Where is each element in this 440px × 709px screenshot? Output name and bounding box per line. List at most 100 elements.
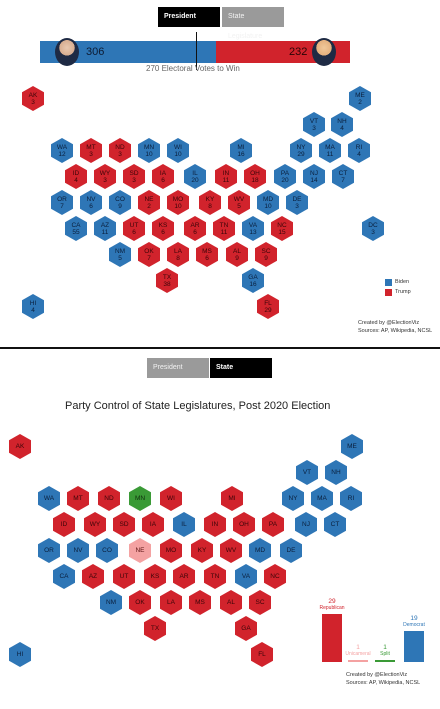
president-hex-de[interactable]: DE 3 [286,190,308,215]
president-hex-in[interactable]: IN 11 [215,164,237,189]
president-hex-nj[interactable]: NJ 14 [303,164,325,189]
president-hex-nh[interactable]: NH 4 [331,112,353,137]
tab-president[interactable]: President [158,7,220,27]
president-hex-mi[interactable]: MI 16 [230,138,252,163]
legislature-hex-wy[interactable]: WY [84,512,106,537]
legislature-hex-az[interactable]: AZ [82,564,104,589]
legislature-hex-la[interactable]: LA [160,590,182,615]
president-hex-or[interactable]: OR 7 [51,190,73,215]
president-hex-ok[interactable]: OK 7 [138,242,160,267]
president-hex-ms[interactable]: MS 6 [196,242,218,267]
legislature-hex-ny[interactable]: NY [282,486,304,511]
president-hex-nm[interactable]: NM 5 [109,242,131,267]
president-hex-ks[interactable]: KS 6 [152,216,174,241]
president-hex-md[interactable]: MD 10 [257,190,279,215]
legislature-hex-sd[interactable]: SD [113,512,135,537]
legislature-hex-mo[interactable]: MO [160,538,182,563]
president-hex-mt[interactable]: MT 3 [80,138,102,163]
president-hex-ut[interactable]: UT 6 [123,216,145,241]
president-hex-ct[interactable]: CT 7 [332,164,354,189]
president-hex-il[interactable]: IL 20 [184,164,206,189]
president-hex-ca[interactable]: CA 55 [65,216,87,241]
legislature-hex-md[interactable]: MD [249,538,271,563]
legislature-hex-nd[interactable]: ND [98,486,120,511]
legislature-hex-nh[interactable]: NH [325,460,347,485]
president-hex-ny[interactable]: NY 29 [290,138,312,163]
legislature-hex-ms[interactable]: MS [189,590,211,615]
legislature-hex-me[interactable]: ME [341,434,363,459]
legislature-hex-or[interactable]: OR [38,538,60,563]
president-hex-sc[interactable]: SC 9 [255,242,277,267]
legislature-hex-il[interactable]: IL [173,512,195,537]
legislature-hex-ca[interactable]: CA [53,564,75,589]
president-hex-nv[interactable]: NV 6 [80,190,102,215]
president-hex-ma[interactable]: MA 11 [319,138,341,163]
president-hex-wi[interactable]: WI 10 [167,138,189,163]
president-hex-ia[interactable]: IA 6 [152,164,174,189]
legislature-hex-ut[interactable]: UT [113,564,135,589]
legislature-hex-va[interactable]: VA [235,564,257,589]
president-hex-dc[interactable]: DC 3 [362,216,384,241]
legislature-hex-ok[interactable]: OK [129,590,151,615]
president-hex-ar[interactable]: AR 6 [184,216,206,241]
tab-state-legislature[interactable]: State Legislature [222,7,284,40]
president-hex-ri[interactable]: RI 4 [348,138,370,163]
legislature-hex-mn[interactable]: MN [129,486,151,511]
legislature-hex-tn[interactable]: TN [204,564,226,589]
president-hex-co[interactable]: CO 9 [109,190,131,215]
legislature-hex-ia[interactable]: IA [142,512,164,537]
president-hex-sd[interactable]: SD 3 [123,164,145,189]
legislature-hex-wi[interactable]: WI [160,486,182,511]
president-hex-la[interactable]: LA 8 [167,242,189,267]
president-hex-wa[interactable]: WA 12 [51,138,73,163]
legislature-hex-ar[interactable]: AR [173,564,195,589]
president-hex-az[interactable]: AZ 11 [94,216,116,241]
president-hex-me[interactable]: ME 2 [349,86,371,111]
tab-state-legislature-2[interactable]: State Legislature [210,358,272,391]
legislature-hex-vt[interactable]: VT [296,460,318,485]
president-hex-al[interactable]: AL 9 [226,242,248,267]
president-hex-id[interactable]: ID 4 [65,164,87,189]
president-hex-ne[interactable]: NE 2 [138,190,160,215]
president-hex-mn[interactable]: MN 10 [138,138,160,163]
legislature-hex-ne[interactable]: NE [129,538,151,563]
legislature-hex-wa[interactable]: WA [38,486,60,511]
legislature-hex-nj[interactable]: NJ [295,512,317,537]
legislature-hex-ma[interactable]: MA [311,486,333,511]
legislature-hex-tx[interactable]: TX [144,616,166,641]
legislature-hex-sc[interactable]: SC [249,590,271,615]
legislature-hex-co[interactable]: CO [96,538,118,563]
president-hex-ky[interactable]: KY 8 [199,190,221,215]
president-hex-oh[interactable]: OH 18 [244,164,266,189]
president-hex-nc[interactable]: NC 15 [271,216,293,241]
legislature-hex-mt[interactable]: MT [67,486,89,511]
legislature-hex-ky[interactable]: KY [191,538,213,563]
legislature-hex-mi[interactable]: MI [221,486,243,511]
tab-president-2[interactable]: President [147,358,209,378]
legislature-hex-id[interactable]: ID [53,512,75,537]
legislature-hex-de[interactable]: DE [280,538,302,563]
president-hex-mo[interactable]: MO 10 [167,190,189,215]
legislature-hex-ct[interactable]: CT [324,512,346,537]
president-hex-pa[interactable]: PA 20 [274,164,296,189]
legislature-hex-ak[interactable]: AK [9,434,31,459]
legislature-hex-oh[interactable]: OH [233,512,255,537]
president-hex-tn[interactable]: TN 11 [213,216,235,241]
president-hex-tx[interactable]: TX 38 [156,268,178,293]
legislature-hex-in[interactable]: IN [204,512,226,537]
president-hex-wv[interactable]: WV 5 [228,190,250,215]
president-hex-hi[interactable]: HI 4 [22,294,44,319]
legislature-hex-nv[interactable]: NV [67,538,89,563]
president-hex-ak[interactable]: AK 3 [22,86,44,111]
president-hex-wy[interactable]: WY 3 [94,164,116,189]
legislature-hex-ga[interactable]: GA [235,616,257,641]
legislature-hex-ks[interactable]: KS [144,564,166,589]
president-hex-fl[interactable]: FL 29 [257,294,279,319]
president-hex-va[interactable]: VA 13 [242,216,264,241]
president-hex-nd[interactable]: ND 3 [109,138,131,163]
president-hex-ga[interactable]: GA 16 [242,268,264,293]
legislature-hex-hi[interactable]: HI [9,642,31,667]
legislature-hex-wv[interactable]: WV [220,538,242,563]
legislature-hex-nm[interactable]: NM [100,590,122,615]
president-hex-vt[interactable]: VT 3 [303,112,325,137]
